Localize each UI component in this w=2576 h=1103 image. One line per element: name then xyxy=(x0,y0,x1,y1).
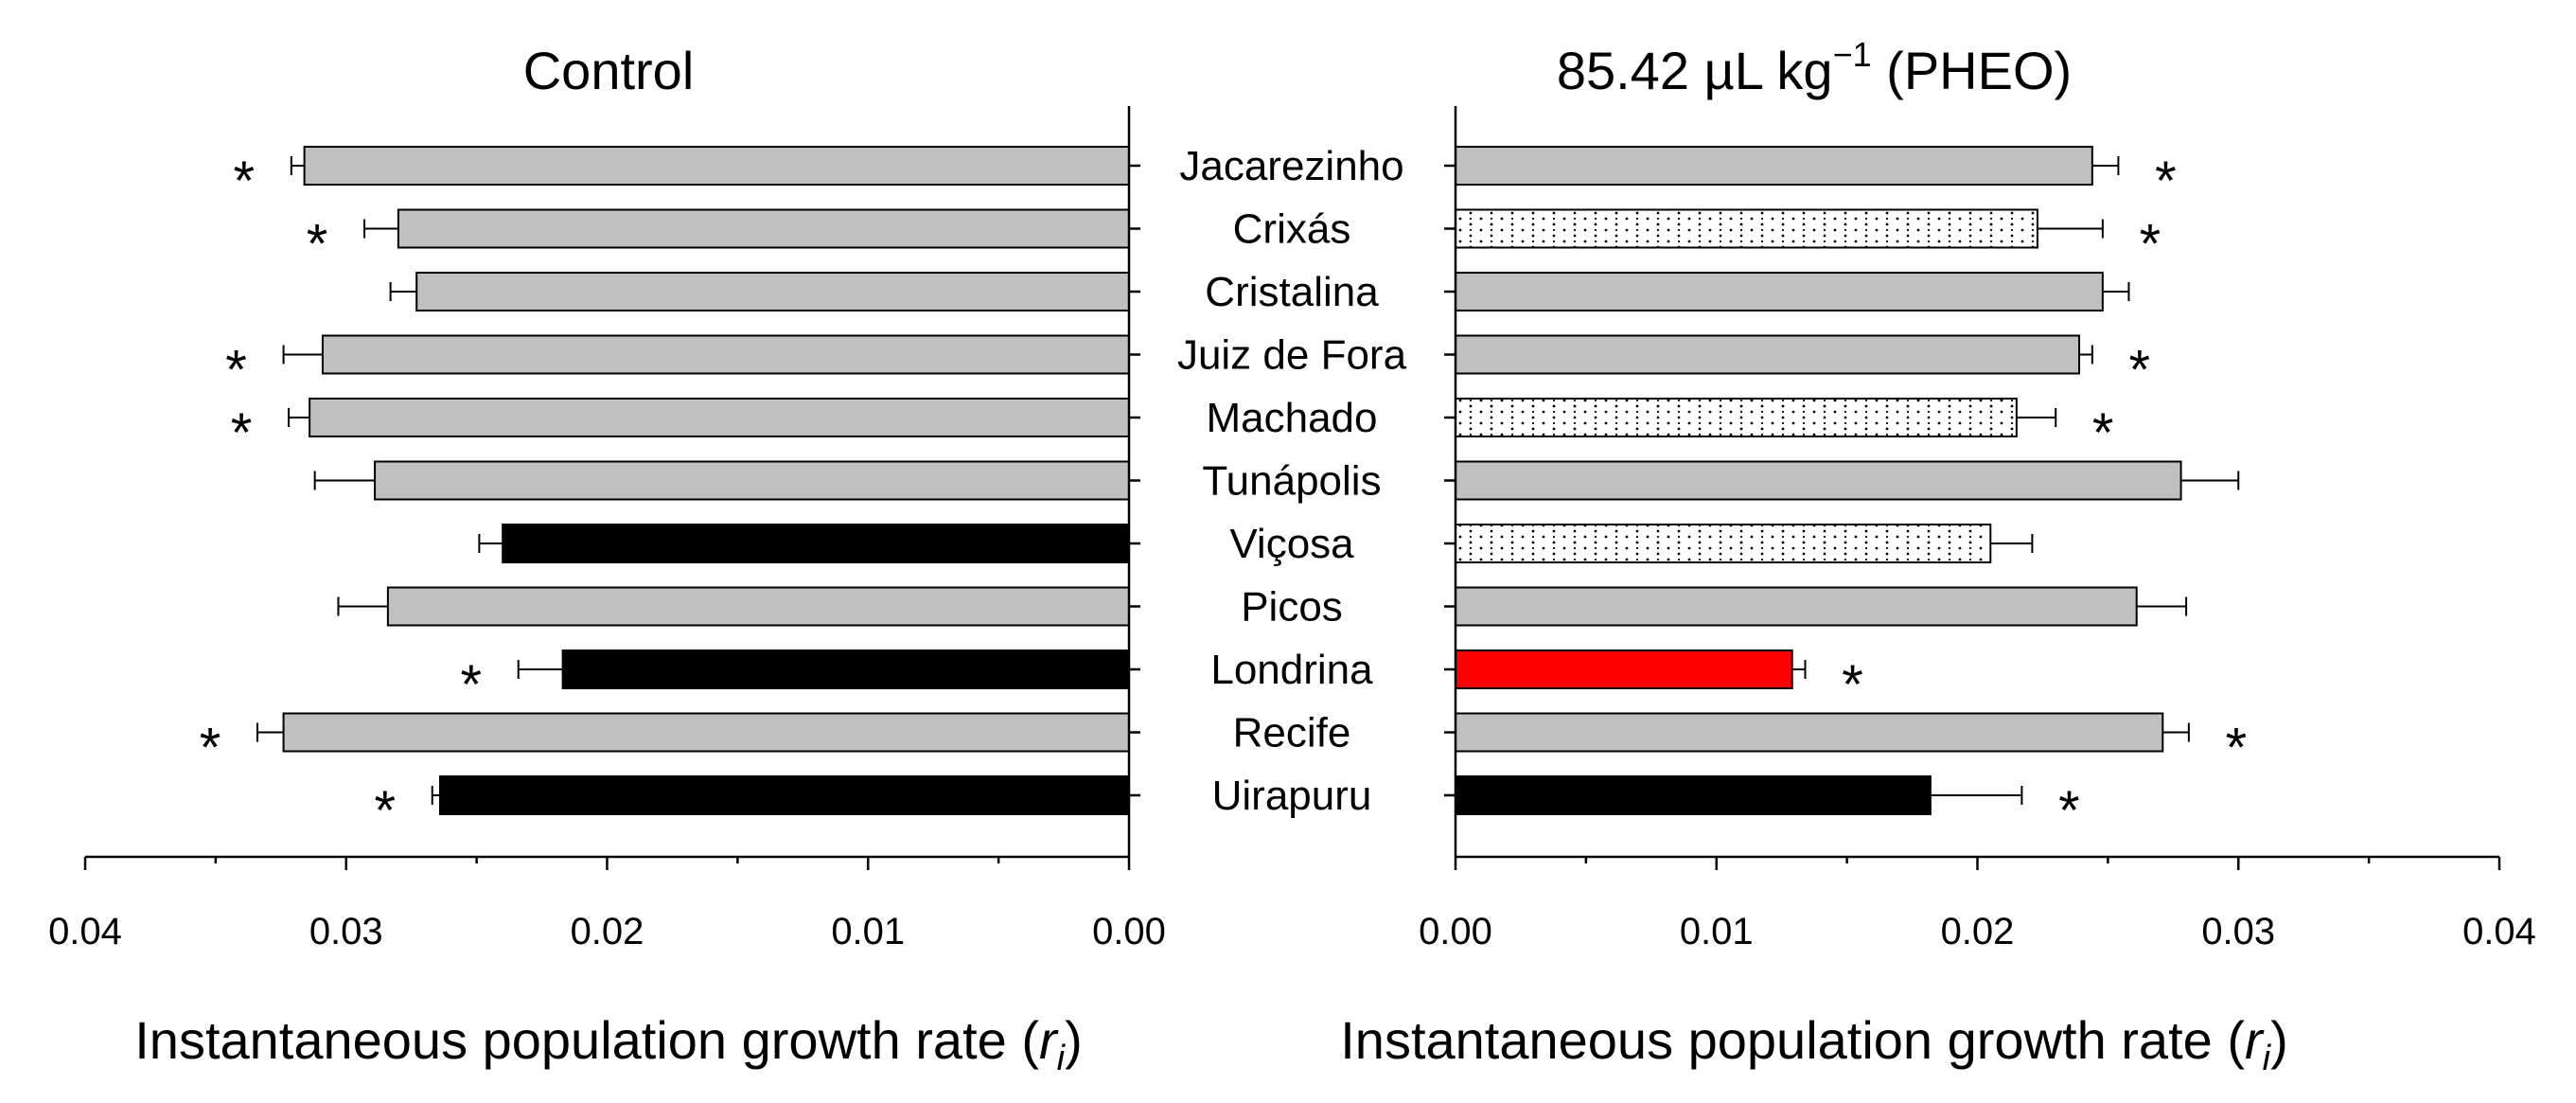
left-x-tick-label-0.02: 0.02 xyxy=(571,911,644,952)
category-label-crixas: Crixás xyxy=(1233,206,1351,253)
right-machado-significance-star: * xyxy=(2092,402,2114,464)
category-labels: Jacarezinho Crixás Cristalina Juiz de Fora M… xyxy=(1177,143,1407,819)
right-jacarezinho-significance-star: * xyxy=(2155,151,2177,212)
left-cristalina-bar xyxy=(415,272,1130,311)
left-jacarezinho-significance-star: * xyxy=(234,151,256,212)
right-picos-bar xyxy=(1455,586,2138,627)
left-londrina-bar xyxy=(561,649,1130,689)
right-londrina-significance-star: * xyxy=(1842,654,1863,716)
right-x-tick-label-0.04: 0.04 xyxy=(2462,911,2536,952)
category-label-recife: Recife xyxy=(1233,710,1351,756)
category-label-picos: Picos xyxy=(1241,584,1343,631)
category-label-tunapolis: Tunápolis xyxy=(1202,458,1381,505)
left-picos-bar xyxy=(386,586,1130,627)
left-uirapuru-significance-star: * xyxy=(374,780,396,842)
right-recife-bar xyxy=(1455,712,2164,753)
left-panel-title: Control xyxy=(523,41,695,100)
left-jacarezinho-bar xyxy=(303,146,1130,186)
left-x-tick-label-0.03: 0.03 xyxy=(309,911,383,952)
right-recife-significance-star: * xyxy=(2226,718,2248,779)
right-juiz-de-fora-bar xyxy=(1455,334,2081,375)
right-londrina-bar xyxy=(1455,649,1793,689)
left-x-axis-label: Instantaneous population growth rate (ri… xyxy=(134,1010,1083,1078)
right-title-tail: (PHEO) xyxy=(1872,41,2073,100)
right-axes: 0.04 0.03 0.02 0.01 0.00 xyxy=(1419,106,2536,952)
left-machado-significance-star: * xyxy=(231,402,253,464)
right-x-axis-label-close: ) xyxy=(2270,1010,2288,1070)
left-x-tick-label-0.00: 0.00 xyxy=(1092,911,1166,952)
right-machado-bar xyxy=(1455,398,2018,437)
category-label-londrina: Londrina xyxy=(1210,647,1373,693)
left-machado-bar xyxy=(309,398,1130,437)
right-title-sup: −1 xyxy=(1833,35,1872,74)
left-x-axis-label-subscript: i xyxy=(1057,1039,1067,1078)
left-tunapolis-bar xyxy=(374,460,1130,501)
left-x-tick-label-0.01: 0.01 xyxy=(831,911,905,952)
category-label-cristalina: Cristalina xyxy=(1205,269,1379,315)
right-crixas-significance-star: * xyxy=(2140,214,2161,276)
right-jacarezinho-bar xyxy=(1455,146,2093,186)
left-bars: ******* xyxy=(200,146,1130,842)
right-title-main: 85.42 µL kg xyxy=(1557,41,1833,100)
right-x-axis-label-symbol: r xyxy=(2245,1010,2265,1070)
left-crixas-significance-star: * xyxy=(307,214,328,276)
left-londrina-significance-star: * xyxy=(460,654,482,716)
left-x-axis-label-text: Instantaneous population growth rate xyxy=(134,1010,1007,1070)
right-tunapolis-bar xyxy=(1455,460,2182,501)
right-panel: 85.42 µL kg−1 (PHEO) ******* 0.040.030.0… xyxy=(1340,35,2536,1078)
right-x-axis-label: Instantaneous population growth rate (ri… xyxy=(1340,1010,2288,1078)
left-x-tick-label-0.04: 0.04 xyxy=(48,911,122,952)
right-crixas-bar xyxy=(1455,208,2038,249)
right-vicosa-bar xyxy=(1455,524,1992,563)
right-x-axis-label-subscript: i xyxy=(2263,1039,2272,1078)
right-panel-title: 85.42 µL kg−1 (PHEO) xyxy=(1557,35,2072,100)
right-uirapuru-significance-star: * xyxy=(2058,780,2080,842)
right-x-axis-label-text: Instantaneous population growth rate xyxy=(1340,1010,2213,1070)
right-x-tick-label-0.01: 0.01 xyxy=(1680,911,1754,952)
left-x-axis-label-symbol: r xyxy=(1039,1010,1059,1070)
right-juiz-de-fora-significance-star: * xyxy=(2129,340,2151,401)
right-x-tick-label-0.00: 0.00 xyxy=(1419,911,1492,952)
left-x-axis-label-close: ) xyxy=(1065,1010,1083,1070)
left-axes: 0.04 0.03 0.02 0.01 0.00 xyxy=(48,106,1166,952)
category-label-vicosa: Viçosa xyxy=(1229,521,1354,567)
left-uirapuru-bar xyxy=(439,775,1130,815)
left-recife-bar xyxy=(282,712,1130,753)
left-recife-significance-star: * xyxy=(200,718,221,779)
category-label-machado: Machado xyxy=(1206,395,1377,441)
category-label-jacarezinho: Jacarezinho xyxy=(1179,143,1403,189)
right-x-tick-label-0.02: 0.02 xyxy=(1941,911,2015,952)
category-label-uirapuru: Uirapuru xyxy=(1212,773,1372,819)
right-bars: ******* xyxy=(1455,146,2248,842)
left-juiz-de-fora-significance-star: * xyxy=(225,340,247,401)
category-label-juiz-de-fora: Juiz de Fora xyxy=(1177,332,1407,379)
left-crixas-bar xyxy=(397,208,1130,249)
left-juiz-de-fora-bar xyxy=(321,334,1130,375)
right-uirapuru-bar xyxy=(1455,775,1932,815)
left-vicosa-bar xyxy=(502,524,1130,563)
left-panel: Control ******* 0.04 0.03 0.02 0.01 0.00 Ins… xyxy=(48,41,1166,1078)
right-x-tick-label-0.03: 0.03 xyxy=(2201,911,2275,952)
right-cristalina-bar xyxy=(1455,272,2104,311)
